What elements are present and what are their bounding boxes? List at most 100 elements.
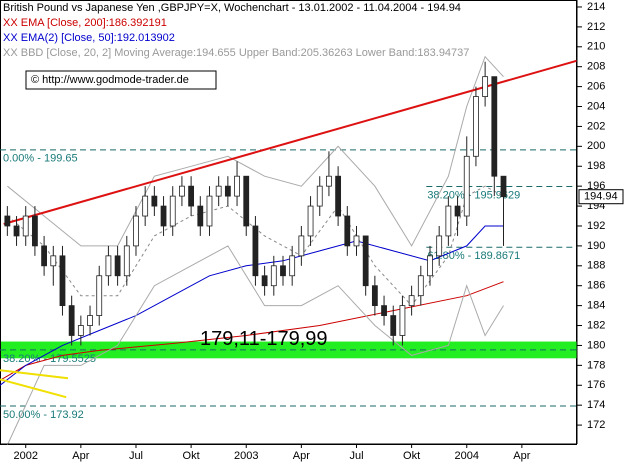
y-tick-label: 188 bbox=[587, 260, 605, 272]
last-price: 194.94 bbox=[584, 191, 618, 203]
y-tick-label: 202 bbox=[587, 120, 605, 132]
candle-body bbox=[68, 305, 75, 336]
y-tick-label: 176 bbox=[587, 379, 605, 391]
x-tick-label: Apr bbox=[513, 450, 530, 462]
x-tick-label: 2004 bbox=[455, 450, 479, 462]
y-tick-label: 206 bbox=[587, 81, 605, 93]
indicator-line bbox=[0, 369, 69, 380]
candle-body bbox=[215, 185, 222, 197]
y-tick-label: 182 bbox=[587, 319, 605, 331]
fib-label: 61.80% - 189.8671 bbox=[427, 250, 520, 262]
x-tick-label: Okt bbox=[403, 450, 420, 462]
candle-body bbox=[41, 245, 48, 267]
candle-body bbox=[270, 265, 277, 287]
candle-body bbox=[408, 295, 415, 307]
candle-body bbox=[335, 175, 342, 217]
candle-body bbox=[491, 76, 498, 177]
fib-label: 50.00% - 173.92 bbox=[3, 409, 84, 421]
x-tick-label: Apr bbox=[72, 450, 89, 462]
candle-body bbox=[289, 255, 296, 277]
candle-body bbox=[326, 175, 332, 187]
candle-body bbox=[133, 215, 139, 247]
candle-body bbox=[280, 265, 286, 277]
candle-body bbox=[142, 195, 149, 217]
indicator-line bbox=[0, 281, 504, 381]
chart-title: British Pound vs Japanese Yen ,GBPJPY=X,… bbox=[3, 2, 461, 14]
indicator-line bbox=[0, 378, 67, 399]
candle-body bbox=[307, 205, 314, 237]
x-tick-label: 2003 bbox=[234, 450, 258, 462]
y-tick-label: 214 bbox=[587, 1, 605, 13]
fib-label: 38.20% - 195.9629 bbox=[427, 189, 520, 201]
legend-entry: XX EMA(2) [Close, 50]:192.013902 bbox=[3, 32, 175, 44]
candle-body bbox=[463, 155, 470, 217]
legend-entry: XX EMA [Close, 200]:186.392191 bbox=[3, 17, 167, 29]
candle-body bbox=[160, 205, 167, 227]
y-tick-label: 204 bbox=[587, 100, 605, 112]
candle-body bbox=[77, 325, 84, 336]
y-tick-label: 190 bbox=[587, 240, 605, 252]
candle-body bbox=[316, 185, 323, 207]
candle-body bbox=[252, 225, 259, 277]
candle-body bbox=[482, 76, 489, 97]
candle-body bbox=[197, 205, 204, 227]
candle-body bbox=[362, 235, 369, 287]
y-tick-label: 208 bbox=[587, 61, 605, 73]
y-tick-label: 174 bbox=[587, 399, 605, 411]
plot-frame bbox=[0, 0, 577, 445]
candle-body bbox=[473, 96, 479, 157]
candle-body bbox=[436, 235, 443, 257]
candle-body bbox=[114, 255, 121, 277]
x-tick-label: Jul bbox=[129, 450, 143, 462]
candle-body bbox=[4, 215, 11, 227]
candle-body bbox=[87, 315, 93, 326]
candle-body bbox=[243, 175, 250, 227]
y-tick-label: 198 bbox=[587, 160, 605, 172]
candle-body bbox=[344, 215, 351, 247]
x-tick-label: 2002 bbox=[13, 450, 37, 462]
candle-body bbox=[234, 175, 240, 197]
indicator-line bbox=[7, 55, 504, 247]
y-tick-label: 210 bbox=[587, 41, 605, 53]
y-tick-label: 186 bbox=[587, 280, 605, 292]
band-label: 179,11-179,99 bbox=[200, 328, 328, 350]
candle-body bbox=[500, 175, 507, 198]
y-tick-label: 178 bbox=[587, 359, 605, 371]
y-tick-label: 192 bbox=[587, 220, 605, 232]
candle-body bbox=[206, 195, 213, 227]
candle-body bbox=[96, 275, 103, 316]
x-tick-label: Jul bbox=[349, 450, 363, 462]
candle-body bbox=[454, 205, 461, 217]
y-tick-label: 172 bbox=[587, 419, 605, 431]
candle-body bbox=[169, 195, 176, 227]
candle-body bbox=[261, 275, 268, 287]
fib-label: 0.00% - 199.65 bbox=[3, 153, 78, 165]
source-text: © http://www.godmode-trader.de bbox=[31, 74, 189, 86]
candle-body bbox=[32, 215, 38, 247]
candle-body bbox=[399, 305, 406, 336]
candle-body bbox=[179, 185, 185, 197]
x-tick-label: Apr bbox=[293, 450, 310, 462]
y-tick-label: 180 bbox=[587, 339, 605, 351]
candle-body bbox=[445, 205, 452, 237]
candle-body bbox=[13, 225, 20, 237]
y-tick-label: 196 bbox=[587, 180, 605, 192]
candle-body bbox=[151, 195, 158, 207]
source-box bbox=[25, 70, 217, 90]
legend-entry: XX BBD [Close, 20, 2] Moving Average:194… bbox=[3, 47, 469, 59]
candle-body bbox=[59, 255, 66, 307]
x-tick-label: Okt bbox=[183, 450, 200, 462]
last-price-box bbox=[578, 189, 624, 205]
candle-body bbox=[298, 235, 305, 257]
y-tick-label: 184 bbox=[587, 300, 605, 312]
y-tick-label: 200 bbox=[587, 140, 605, 152]
candle-body bbox=[22, 215, 29, 237]
indicator-line bbox=[6, 245, 504, 446]
indicator-line bbox=[3, 59, 578, 225]
y-tick-label: 212 bbox=[587, 21, 605, 33]
candle-body bbox=[50, 255, 57, 267]
candle-body bbox=[105, 255, 112, 277]
candle-body bbox=[224, 185, 231, 197]
candle-body bbox=[390, 315, 397, 336]
